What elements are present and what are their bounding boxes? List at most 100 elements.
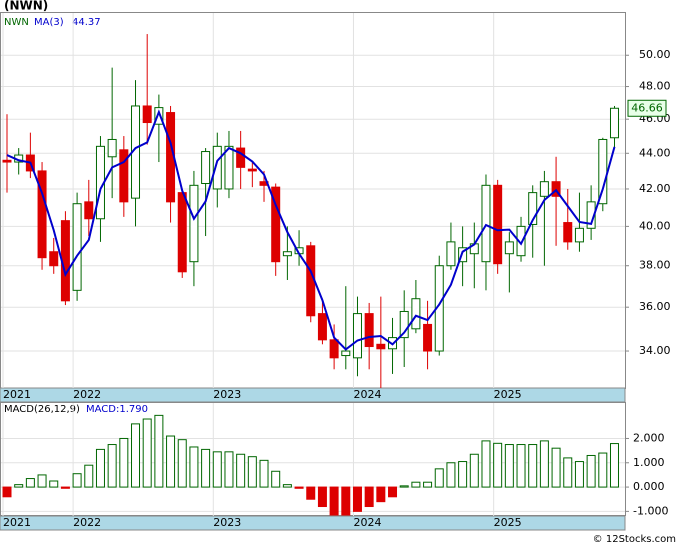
legend-entry: MACD(26,12,9) [4, 404, 80, 415]
year-strip [0, 515, 626, 531]
x-tick-label: 2024 [353, 516, 381, 529]
candle-body [224, 145, 234, 190]
macd-bar [2, 486, 12, 498]
x-tick-label: 2023 [213, 516, 241, 529]
macd-bar [411, 481, 421, 488]
candle-body [189, 184, 199, 263]
x-tick-label: 2023 [213, 388, 241, 401]
candle-body [119, 149, 129, 203]
candle-body [142, 105, 152, 124]
y-tick-label: 50.00 [639, 48, 671, 61]
candle-body [598, 138, 608, 205]
candle-body [563, 222, 573, 243]
candle-body [329, 339, 339, 359]
macd-bar [388, 486, 398, 498]
candle-body [282, 251, 292, 257]
macd-bar [364, 486, 374, 508]
macd-bar [72, 473, 82, 488]
x-tick-label: 2025 [494, 516, 522, 529]
y-tick-label: -1.000 [633, 504, 668, 517]
macd-bar [574, 461, 584, 488]
macd-bar [341, 486, 351, 516]
macd-bar [586, 454, 596, 488]
last-price-label: 46.66 [631, 101, 663, 114]
y-tick-label: 2.000 [633, 431, 665, 444]
x-tick-label: 2021 [3, 388, 31, 401]
candle-body [212, 145, 222, 190]
y-tick-label: 48.00 [639, 80, 671, 93]
y-tick-label: 40.00 [639, 219, 671, 232]
macd-bar [189, 446, 199, 488]
macd-bar [504, 444, 514, 488]
macd-bar [609, 443, 619, 488]
candle-body [528, 192, 538, 225]
macd-bar [481, 440, 491, 488]
macd-bar [247, 456, 257, 488]
macd-bar [95, 448, 105, 488]
x-tick-label: 2024 [353, 388, 381, 401]
macd-bar [458, 461, 468, 488]
candle-body [609, 107, 619, 139]
macd-bar [539, 440, 549, 488]
macd-bar [49, 480, 59, 488]
macd-bar [317, 486, 327, 508]
macd-bar [376, 486, 386, 503]
candle-body [411, 298, 421, 330]
x-tick-label: 2022 [73, 388, 101, 401]
candle-body [364, 313, 374, 348]
macd-bar [177, 439, 187, 488]
candle-body [399, 310, 409, 339]
y-tick-label: 42.00 [639, 182, 671, 195]
macd-bar [399, 485, 409, 488]
macd-bar [528, 444, 538, 488]
macd-bar [423, 481, 433, 488]
candle-body [37, 170, 47, 259]
macd-bar [131, 423, 141, 488]
chart-title: (NWN) [4, 0, 48, 13]
macd-bar [166, 435, 176, 488]
legend-value: MACD:1.790 [86, 404, 148, 415]
legend-value: 44.37 [72, 17, 101, 28]
candle-body [2, 159, 12, 163]
candle-body [574, 227, 584, 243]
macd-bar [154, 414, 164, 488]
candle-body [504, 241, 514, 255]
candle-body [446, 241, 456, 267]
y-tick-label: 1.000 [633, 456, 665, 469]
macd-bar [493, 442, 503, 488]
macd-bar [551, 447, 561, 488]
candle-body [539, 181, 549, 197]
macd-bar [119, 437, 129, 488]
macd-bar [224, 451, 234, 488]
candle-body [247, 168, 257, 172]
candle-body [516, 225, 526, 257]
macd-bar [563, 457, 573, 488]
macd-bar [212, 451, 222, 488]
candle-body [376, 343, 386, 350]
macd-bar [14, 484, 24, 488]
candle-body [423, 323, 433, 352]
macd-bar [84, 464, 94, 488]
macd-bar [446, 462, 456, 488]
candle-body [72, 203, 82, 291]
candle-body [493, 184, 503, 265]
candle-body [352, 313, 362, 359]
candle-body [154, 107, 164, 125]
candle-body [201, 151, 211, 185]
macd-bar [107, 444, 117, 488]
legend-entry: MA(3) [34, 17, 64, 28]
macd-bar [25, 478, 35, 488]
candle-body [271, 186, 281, 263]
candle-body [107, 138, 117, 158]
candle-body [458, 247, 468, 263]
macd-bar [37, 474, 47, 488]
legend-entry: NWN [4, 17, 29, 28]
macd-bar [352, 486, 362, 512]
ma-line [6, 109, 616, 351]
last-price-box [627, 99, 667, 117]
macd-bar [516, 444, 526, 488]
macd-bar [282, 484, 292, 488]
macd-bar [201, 448, 211, 488]
x-tick-label: 2022 [73, 516, 101, 529]
macd-bar [271, 470, 281, 488]
